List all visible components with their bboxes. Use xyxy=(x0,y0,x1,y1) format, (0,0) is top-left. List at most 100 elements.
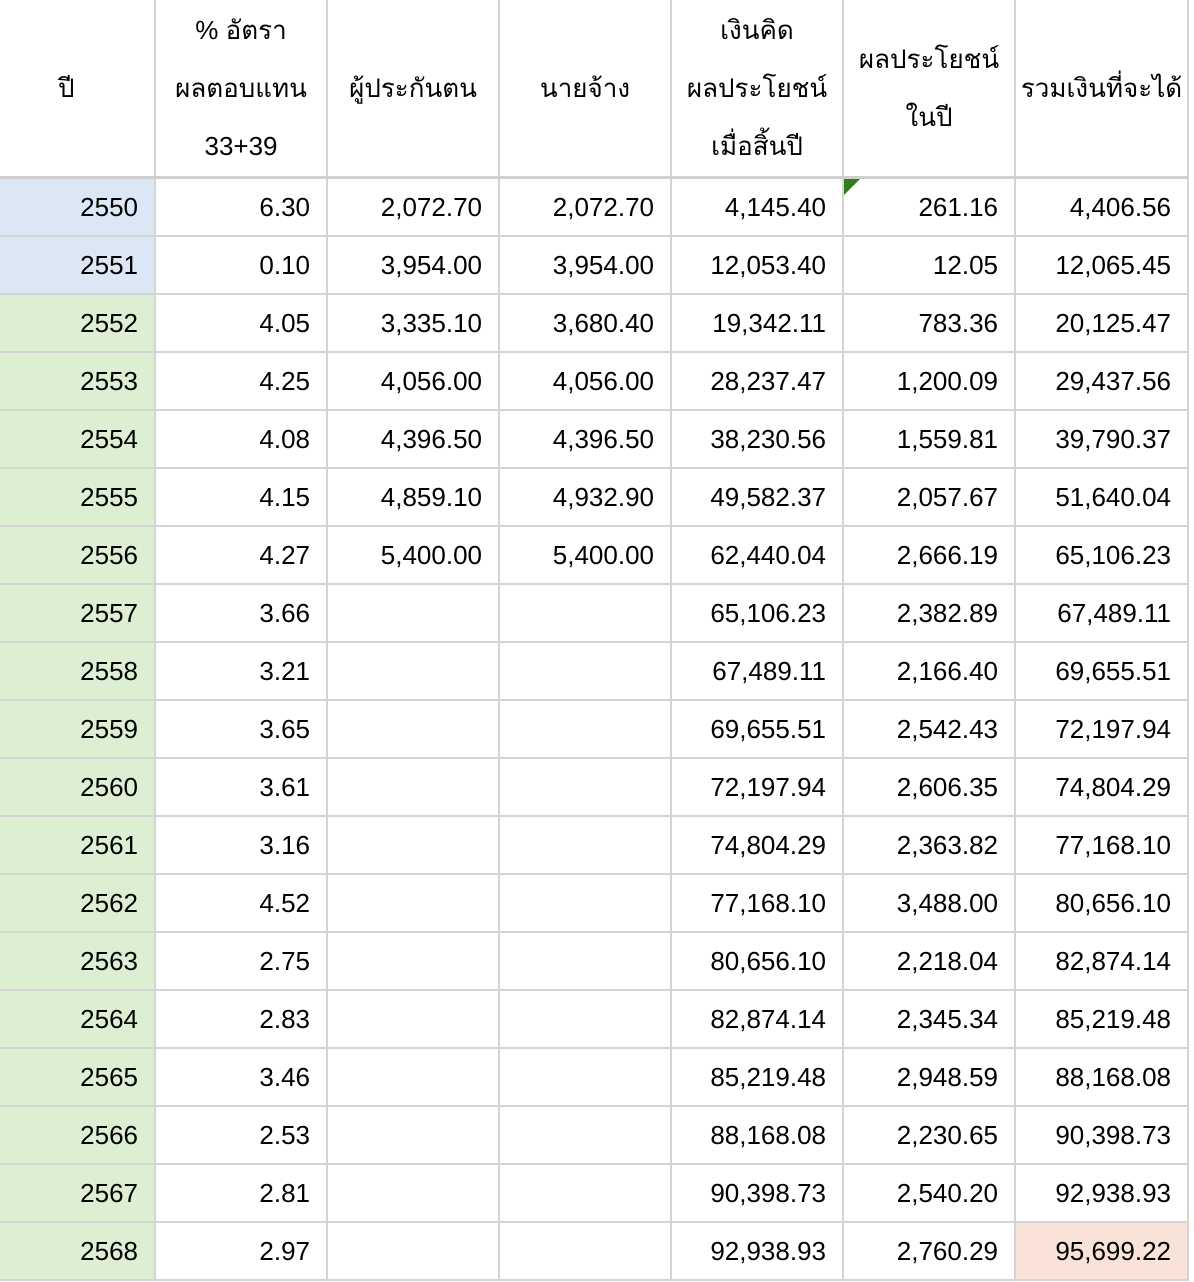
cell-benefit-in-year[interactable]: 1,200.09 xyxy=(842,351,1016,411)
cell-return-rate[interactable]: 4.15 xyxy=(154,467,328,527)
cell-return-rate[interactable]: 2.83 xyxy=(154,989,328,1049)
cell-employer[interactable] xyxy=(498,815,672,875)
cell-total[interactable]: 85,219.48 xyxy=(1014,989,1189,1049)
cell-return-rate[interactable]: 6.30 xyxy=(154,176,328,237)
cell-year[interactable]: 2556 xyxy=(0,525,156,585)
cell-benefit-base[interactable]: 85,219.48 xyxy=(670,1047,844,1107)
cell-insured[interactable]: 3,335.10 xyxy=(326,293,500,353)
cell-employer[interactable]: 4,932.90 xyxy=(498,467,672,527)
cell-benefit-in-year[interactable]: 783.36 xyxy=(842,293,1016,353)
cell-return-rate[interactable]: 4.05 xyxy=(154,293,328,353)
cell-benefit-in-year[interactable]: 2,948.59 xyxy=(842,1047,1016,1107)
cell-return-rate[interactable]: 4.52 xyxy=(154,873,328,933)
cell-total[interactable]: 82,874.14 xyxy=(1014,931,1189,991)
cell-benefit-base[interactable]: 4,145.40 xyxy=(670,176,844,237)
cell-employer[interactable] xyxy=(498,989,672,1049)
cell-total[interactable]: 90,398.73 xyxy=(1014,1105,1189,1165)
header-benefit-in-year[interactable]: ผลประโยชน์ ในปี xyxy=(842,0,1016,179)
cell-benefit-in-year[interactable]: 2,540.20 xyxy=(842,1163,1016,1223)
cell-return-rate[interactable]: 3.66 xyxy=(154,583,328,643)
cell-benefit-base[interactable]: 49,582.37 xyxy=(670,467,844,527)
cell-insured[interactable] xyxy=(326,873,500,933)
header-return-rate[interactable]: % อัตรา ผลตอบแทน 33+39 xyxy=(154,0,328,179)
cell-return-rate[interactable]: 3.65 xyxy=(154,699,328,759)
cell-total[interactable]: 29,437.56 xyxy=(1014,351,1189,411)
cell-year[interactable]: 2559 xyxy=(0,699,156,759)
cell-insured[interactable]: 4,396.50 xyxy=(326,409,500,469)
cell-insured[interactable] xyxy=(326,1163,500,1223)
cell-benefit-in-year[interactable]: 2,542.43 xyxy=(842,699,1016,759)
cell-total[interactable]: 12,065.45 xyxy=(1014,235,1189,295)
cell-benefit-base[interactable]: 77,168.10 xyxy=(670,873,844,933)
cell-benefit-in-year[interactable]: 2,760.29 xyxy=(842,1221,1016,1281)
cell-insured[interactable] xyxy=(326,641,500,701)
cell-employer[interactable]: 4,396.50 xyxy=(498,409,672,469)
cell-insured[interactable] xyxy=(326,583,500,643)
cell-year[interactable]: 2550 xyxy=(0,176,156,237)
cell-return-rate[interactable]: 3.61 xyxy=(154,757,328,817)
cell-total[interactable]: 95,699.22 xyxy=(1014,1221,1189,1281)
cell-total[interactable]: 65,106.23 xyxy=(1014,525,1189,585)
cell-benefit-in-year[interactable]: 12.05 xyxy=(842,235,1016,295)
cell-benefit-base[interactable]: 65,106.23 xyxy=(670,583,844,643)
cell-benefit-in-year[interactable]: 2,345.34 xyxy=(842,989,1016,1049)
comment-indicator-icon[interactable] xyxy=(845,179,860,195)
cell-employer[interactable] xyxy=(498,641,672,701)
header-year[interactable]: ปี xyxy=(0,0,156,179)
cell-insured[interactable]: 3,954.00 xyxy=(326,235,500,295)
cell-insured[interactable]: 4,859.10 xyxy=(326,467,500,527)
cell-return-rate[interactable]: 4.08 xyxy=(154,409,328,469)
cell-insured[interactable] xyxy=(326,1105,500,1165)
cell-benefit-in-year[interactable]: 261.16 xyxy=(842,176,1016,237)
cell-benefit-base[interactable]: 90,398.73 xyxy=(670,1163,844,1223)
cell-employer[interactable] xyxy=(498,931,672,991)
cell-benefit-base[interactable]: 92,938.93 xyxy=(670,1221,844,1281)
cell-year[interactable]: 2558 xyxy=(0,641,156,701)
cell-benefit-in-year[interactable]: 2,166.40 xyxy=(842,641,1016,701)
cell-employer[interactable] xyxy=(498,1047,672,1107)
cell-total[interactable]: 20,125.47 xyxy=(1014,293,1189,353)
cell-return-rate[interactable]: 4.25 xyxy=(154,351,328,411)
cell-year[interactable]: 2551 xyxy=(0,235,156,295)
cell-benefit-in-year[interactable]: 2,230.65 xyxy=(842,1105,1016,1165)
cell-total[interactable]: 92,938.93 xyxy=(1014,1163,1189,1223)
cell-total[interactable]: 39,790.37 xyxy=(1014,409,1189,469)
cell-benefit-base[interactable]: 38,230.56 xyxy=(670,409,844,469)
cell-total[interactable]: 69,655.51 xyxy=(1014,641,1189,701)
cell-benefit-base[interactable]: 69,655.51 xyxy=(670,699,844,759)
cell-employer[interactable] xyxy=(498,699,672,759)
cell-benefit-base[interactable]: 82,874.14 xyxy=(670,989,844,1049)
cell-return-rate[interactable]: 3.21 xyxy=(154,641,328,701)
cell-employer[interactable] xyxy=(498,1221,672,1281)
header-total[interactable]: รวมเงินที่จะได้ xyxy=(1014,0,1189,179)
cell-benefit-base[interactable]: 74,804.29 xyxy=(670,815,844,875)
cell-year[interactable]: 2563 xyxy=(0,931,156,991)
cell-total[interactable]: 74,804.29 xyxy=(1014,757,1189,817)
cell-year[interactable]: 2567 xyxy=(0,1163,156,1223)
cell-employer[interactable]: 3,680.40 xyxy=(498,293,672,353)
cell-total[interactable]: 67,489.11 xyxy=(1014,583,1189,643)
cell-return-rate[interactable]: 4.27 xyxy=(154,525,328,585)
cell-year[interactable]: 2553 xyxy=(0,351,156,411)
cell-total[interactable]: 72,197.94 xyxy=(1014,699,1189,759)
cell-employer[interactable] xyxy=(498,583,672,643)
cell-year[interactable]: 2555 xyxy=(0,467,156,527)
cell-benefit-in-year[interactable]: 2,606.35 xyxy=(842,757,1016,817)
cell-employer[interactable] xyxy=(498,757,672,817)
cell-employer[interactable]: 4,056.00 xyxy=(498,351,672,411)
cell-employer[interactable]: 3,954.00 xyxy=(498,235,672,295)
cell-benefit-base[interactable]: 62,440.04 xyxy=(670,525,844,585)
cell-insured[interactable]: 2,072.70 xyxy=(326,176,500,237)
cell-benefit-base[interactable]: 19,342.11 xyxy=(670,293,844,353)
cell-employer[interactable]: 5,400.00 xyxy=(498,525,672,585)
cell-insured[interactable] xyxy=(326,989,500,1049)
header-benefit-base[interactable]: เงินคิด ผลประโยชน์ เมื่อสิ้นปี xyxy=(670,0,844,179)
cell-total[interactable]: 80,656.10 xyxy=(1014,873,1189,933)
cell-year[interactable]: 2561 xyxy=(0,815,156,875)
cell-insured[interactable] xyxy=(326,931,500,991)
cell-insured[interactable]: 5,400.00 xyxy=(326,525,500,585)
cell-year[interactable]: 2564 xyxy=(0,989,156,1049)
cell-benefit-in-year[interactable]: 2,666.19 xyxy=(842,525,1016,585)
cell-year[interactable]: 2562 xyxy=(0,873,156,933)
cell-total[interactable]: 77,168.10 xyxy=(1014,815,1189,875)
